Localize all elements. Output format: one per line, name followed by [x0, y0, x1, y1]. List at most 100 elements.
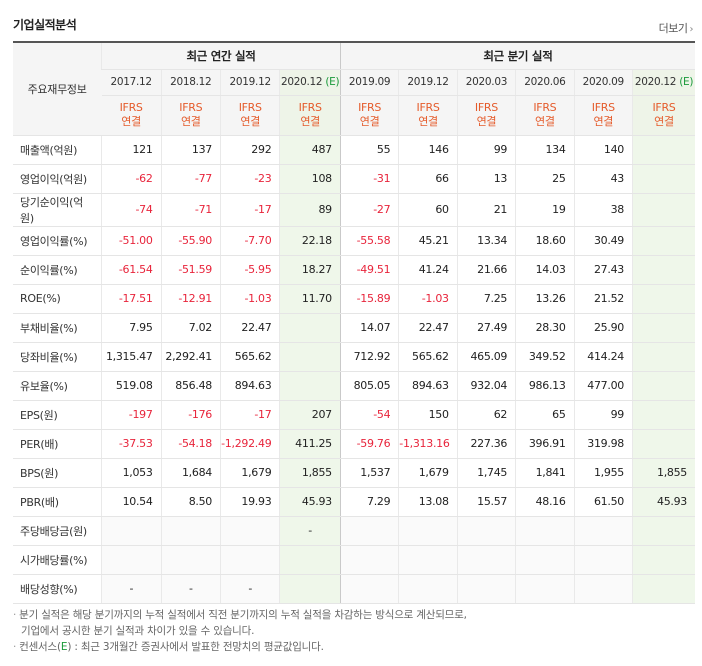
table-cell: 65: [515, 399, 575, 430]
period-header: 2019.09: [339, 69, 399, 96]
table-cell: 477.00: [573, 371, 633, 401]
table-cell: [631, 399, 695, 430]
table-cell: 7.25: [456, 284, 516, 314]
row-label: 유보율(%): [13, 371, 102, 401]
table-cell: 411.25: [279, 429, 341, 459]
table-cell: 45.21: [398, 225, 458, 256]
ifrs-label: IFRS 연결: [573, 95, 633, 136]
table-cell: 805.05: [339, 371, 399, 401]
table-cell: 21.52: [573, 284, 633, 314]
table-cell: 89: [279, 193, 341, 227]
table-cell: 55: [339, 135, 399, 165]
table-cell: 14.07: [339, 312, 399, 343]
estimate-mark: (E): [679, 76, 694, 88]
table-cell: -12.91: [160, 284, 221, 314]
period-header: 2017.12: [101, 69, 162, 96]
table-cell: [398, 574, 458, 604]
table-cell: 62: [456, 399, 516, 430]
table-cell: -1,313.16: [398, 429, 458, 459]
table-cell: [456, 574, 516, 604]
table-cell: 22.18: [279, 225, 341, 256]
table-cell: 66: [398, 164, 458, 194]
table-cell: 19: [515, 193, 575, 227]
table-cell: -54.18: [160, 429, 221, 459]
table-cell: [339, 545, 399, 575]
chevron-right-icon: ›: [689, 24, 694, 35]
table-cell: -7.70: [219, 225, 280, 256]
table-cell: 319.98: [573, 429, 633, 459]
table-cell: 99: [456, 135, 516, 165]
table-cell: 140: [573, 135, 633, 165]
table-cell: 60: [398, 193, 458, 227]
table-cell: [456, 545, 516, 575]
table-row: 영업이익(억원) -62 -77 -23 108 -31 66 13 25 43: [13, 164, 695, 194]
table-cell: [515, 574, 575, 604]
ifrs-label: IFRS 연결: [160, 95, 221, 136]
table-row: 시가배당률(%): [13, 545, 695, 575]
row-label: BPS(원): [13, 458, 102, 488]
table-cell: [515, 515, 575, 546]
period-header: 2019.12: [219, 69, 280, 96]
table-cell: 13: [456, 164, 516, 194]
table-cell: -77: [160, 164, 221, 194]
table-cell: 27.43: [573, 255, 633, 285]
row-label: 배당성향(%): [13, 574, 102, 604]
table-cell: 519.08: [101, 371, 162, 401]
table-cell: -37.53: [101, 429, 162, 459]
row-label: 부채비율(%): [13, 312, 102, 343]
table-cell: 227.36: [456, 429, 516, 459]
table-cell: -1.03: [219, 284, 280, 314]
table-cell: -176: [160, 399, 221, 430]
table-cell: -17.51: [101, 284, 162, 314]
table-cell: 1,855: [279, 458, 341, 488]
row-label: 순이익률(%): [13, 255, 102, 285]
table-cell: [631, 255, 695, 285]
table-cell: [101, 515, 162, 546]
table-cell: [631, 135, 695, 165]
table-cell: 45.93: [631, 487, 695, 517]
table-cell: 7.02: [160, 312, 221, 343]
table-cell: -59.76: [339, 429, 399, 459]
table-cell: -51.59: [160, 255, 221, 285]
table-cell: 21: [456, 193, 516, 227]
table-cell: 292: [219, 135, 280, 165]
table-cell: -: [160, 574, 221, 604]
table-cell: [573, 574, 633, 604]
table-cell: [339, 574, 399, 604]
section-header: 기업실적분석 더보기 ›: [13, 14, 693, 42]
table-cell: 349.52: [515, 342, 575, 372]
table-cell: 11.70: [279, 284, 341, 314]
table-cell: 21.66: [456, 255, 516, 285]
table-cell: 8.50: [160, 487, 221, 517]
table-cell: 1,537: [339, 458, 399, 488]
more-link-label[interactable]: 더보기: [658, 22, 688, 35]
table-cell: 1,053: [101, 458, 162, 488]
table-cell: [631, 429, 695, 459]
table-cell: [573, 515, 633, 546]
ifrs-label: IFRS 연결: [398, 95, 458, 136]
table-cell: [631, 193, 695, 227]
ifrs-label: IFRS 연결: [279, 95, 341, 136]
table-cell: 712.92: [339, 342, 399, 372]
table-cell: 856.48: [160, 371, 221, 401]
table-cell: -54: [339, 399, 399, 430]
table-cell: [631, 515, 695, 546]
table-cell: 14.03: [515, 255, 575, 285]
table-row: 순이익률(%) -61.54 -51.59 -5.95 18.27 -49.51 41.24…: [13, 255, 695, 285]
table-cell: 25.90: [573, 312, 633, 343]
more-link[interactable]: 더보기 ›: [658, 20, 694, 36]
period-header: 2020.12 (E): [279, 69, 341, 96]
table-cell: -1.03: [398, 284, 458, 314]
table-cell: 27.49: [456, 312, 516, 343]
table-cell: 48.16: [515, 487, 575, 517]
row-label: 영업이익률(%): [13, 225, 102, 256]
table-cell: [631, 225, 695, 256]
table-cell: 1,315.47: [101, 342, 162, 372]
table-cell: 13.26: [515, 284, 575, 314]
table-cell: [456, 515, 516, 546]
table-cell: [279, 312, 341, 343]
table-cell: [631, 371, 695, 401]
estimate-mark: (E): [325, 76, 340, 88]
row-label: PER(배): [13, 429, 102, 459]
table-cell: 894.63: [219, 371, 280, 401]
